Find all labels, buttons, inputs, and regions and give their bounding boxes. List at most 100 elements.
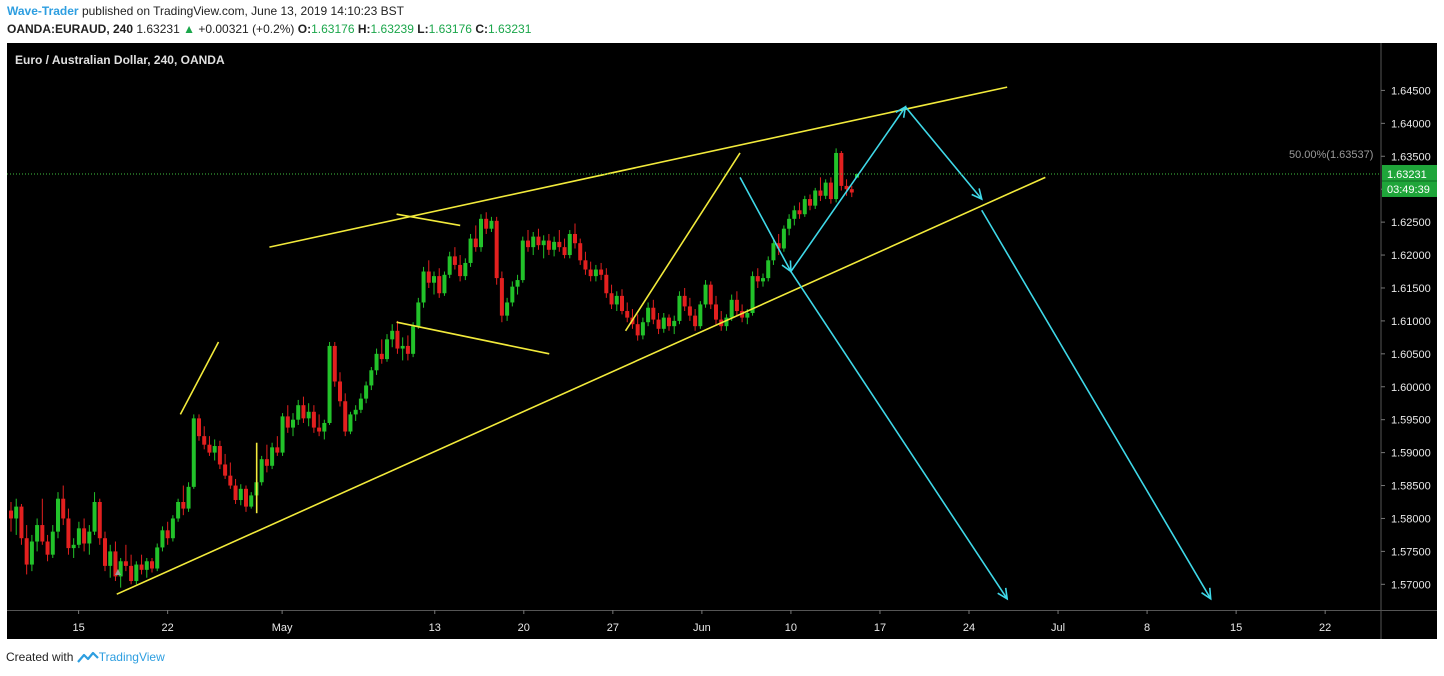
candle-body xyxy=(19,506,24,539)
candle-body xyxy=(306,411,311,419)
candle-body xyxy=(264,459,269,466)
trend-lines xyxy=(116,86,1046,595)
candle-body xyxy=(322,422,327,432)
price-tick-label: 1.59500 xyxy=(1391,415,1431,427)
candle-body xyxy=(249,495,254,507)
candle-body xyxy=(259,459,264,483)
trend-line xyxy=(396,213,461,227)
trend-line xyxy=(269,86,1008,248)
tradingview-logo-icon xyxy=(76,651,99,663)
current-price-label: 1.63231 xyxy=(1387,169,1427,181)
last-price: 1.63231 xyxy=(136,22,180,36)
candle-body xyxy=(244,488,248,507)
candle-body xyxy=(301,405,306,419)
candle-body xyxy=(426,271,431,283)
candle-body xyxy=(129,565,134,582)
candle-body xyxy=(766,260,771,279)
candle-body xyxy=(656,319,661,329)
chart-background xyxy=(7,43,1381,639)
candle-body xyxy=(437,276,442,294)
candle-body xyxy=(123,561,128,566)
candle-body xyxy=(40,525,45,542)
candle-body xyxy=(646,307,651,323)
candle-body xyxy=(92,502,97,532)
candle-body xyxy=(411,326,416,354)
candle-body xyxy=(823,182,828,196)
candle-body xyxy=(677,295,682,321)
price-tick-label: 1.64000 xyxy=(1391,118,1431,130)
price-chart[interactable]: 50.00%(1.63537) 1.645001.640001.635001.6… xyxy=(7,43,1437,639)
price-scale-background xyxy=(1381,43,1437,639)
candle-body xyxy=(463,262,468,277)
candle-body xyxy=(635,324,640,336)
candle-body xyxy=(479,218,483,248)
publish-info: Wave-Trader published on TradingView.com… xyxy=(7,4,404,18)
candle-body xyxy=(405,345,410,354)
high-label: H: xyxy=(357,22,371,36)
candle-body xyxy=(170,518,175,539)
candle-body xyxy=(609,293,614,305)
candle-body xyxy=(144,561,149,570)
time-axis-labels: 15 22 May 13 20 27 Jun 10 17 24 Jul 8 15 22 xyxy=(72,610,1331,634)
candle-body xyxy=(776,243,781,249)
candle-body xyxy=(202,436,207,445)
price-tick-label: 1.61500 xyxy=(1391,283,1431,295)
candle-body xyxy=(348,414,353,432)
candle-body xyxy=(458,264,463,277)
candle-body xyxy=(374,353,379,371)
candle-body xyxy=(489,220,494,229)
time-tick-label: 22 xyxy=(162,622,174,634)
candle-body xyxy=(61,498,66,519)
high-value: 1.63239 xyxy=(370,22,414,36)
candle-body xyxy=(197,418,201,437)
candle-body xyxy=(541,240,546,246)
candle-body xyxy=(828,182,833,200)
candle-body xyxy=(698,304,703,327)
candle-body xyxy=(724,317,729,327)
candle-body xyxy=(562,247,567,256)
candle-body xyxy=(343,401,348,432)
candle-body xyxy=(797,210,802,215)
candle-body xyxy=(275,447,280,453)
time-tick-label: 27 xyxy=(607,622,619,634)
candle-body xyxy=(813,190,818,206)
candle-body xyxy=(379,353,384,360)
pivot-marker-icon xyxy=(115,569,121,575)
trend-line xyxy=(624,152,741,332)
arrow-head-icon xyxy=(895,105,907,118)
candle-body xyxy=(834,152,839,200)
candle-body xyxy=(781,228,786,249)
price-tick-label: 1.59000 xyxy=(1391,448,1431,460)
chart-title: Euro / Australian Dollar, 240, OANDA xyxy=(15,53,225,67)
projection-path xyxy=(739,105,983,274)
candle-body xyxy=(29,541,34,565)
symbol-name: OANDA:EURAUD, 240 xyxy=(7,22,134,36)
candle-body xyxy=(66,518,71,549)
price-tick-label: 1.62500 xyxy=(1391,217,1431,229)
candle-body xyxy=(452,256,457,265)
candle-body xyxy=(56,498,60,532)
candle-body xyxy=(849,189,854,193)
candle-body xyxy=(35,525,40,542)
tradingview-link[interactable]: TradingView xyxy=(98,650,165,664)
candle-body xyxy=(118,561,123,577)
candle-body xyxy=(113,551,118,577)
candle-body xyxy=(390,330,395,340)
time-tick-label: 10 xyxy=(785,622,797,634)
trend-line xyxy=(179,341,220,415)
candle-body xyxy=(667,317,671,327)
candle-body xyxy=(24,538,29,565)
up-arrow-icon: ▲ xyxy=(183,22,195,36)
candle-body xyxy=(552,241,557,250)
time-tick-label: 8 xyxy=(1144,622,1150,634)
candle-body xyxy=(593,269,598,277)
candle-body xyxy=(755,276,760,282)
author-name[interactable]: Wave-Trader xyxy=(7,4,79,18)
candle-body xyxy=(139,564,144,570)
price-tick-label: 1.60000 xyxy=(1391,382,1431,394)
candle-body xyxy=(447,256,452,275)
candle-body xyxy=(745,313,750,318)
candle-body xyxy=(708,284,713,305)
candle-body xyxy=(207,444,212,453)
candle-body xyxy=(385,339,389,360)
